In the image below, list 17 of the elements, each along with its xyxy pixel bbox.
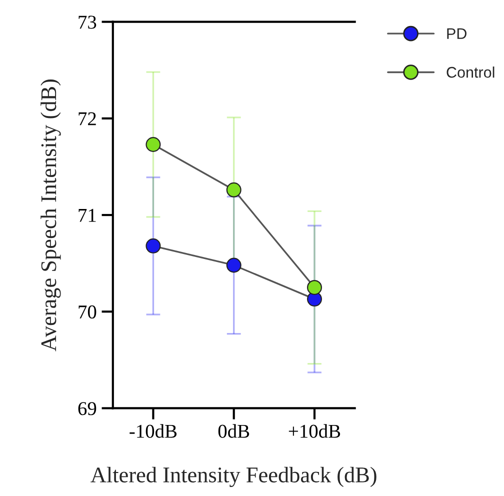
point	[306, 280, 322, 295]
y-tick-label: 69	[78, 402, 96, 416]
legend-label: PD	[447, 28, 466, 39]
x-tick-label: +10dB	[288, 424, 340, 438]
x-tick-label: 0dB	[218, 424, 250, 438]
point	[146, 137, 161, 152]
y-tick-label: 73	[78, 16, 96, 29]
y-tick-label: 72	[78, 112, 96, 126]
x-tick-label: -10dB	[130, 424, 177, 438]
legend-label: Control	[446, 66, 494, 78]
y-axis-title: Average Speech Intensity (dB)	[40, 80, 61, 352]
point	[226, 258, 242, 273]
x-axis-title: Altered Intensity Feedback (dB)	[90, 466, 376, 488]
y-tick-label: 70	[78, 305, 96, 319]
point	[226, 182, 242, 198]
point	[146, 238, 161, 254]
y-tick-label: 71	[78, 208, 96, 222]
